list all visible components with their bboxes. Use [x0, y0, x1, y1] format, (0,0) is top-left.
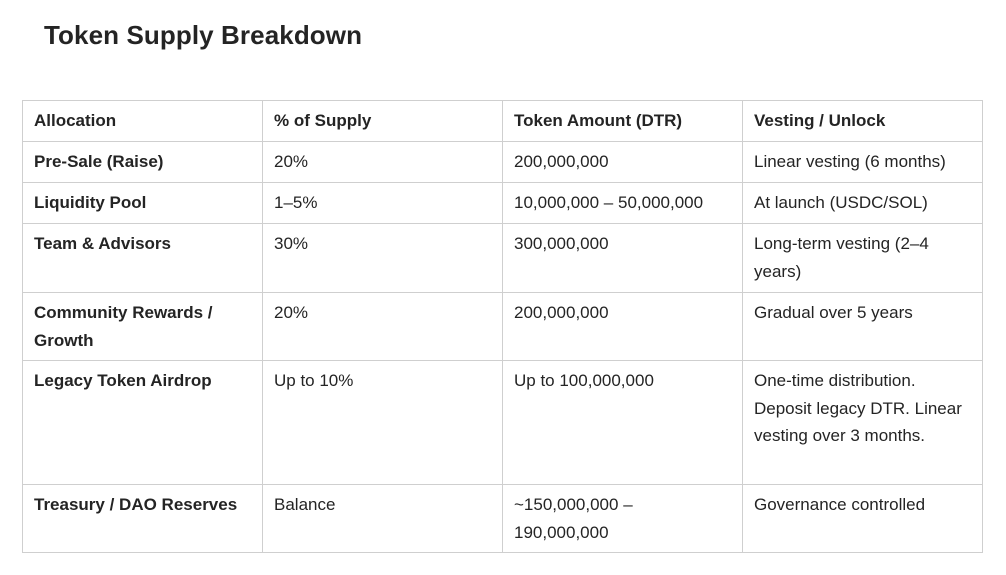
table-row: Community Rewards / Growth 20% 200,000,0…: [22, 292, 983, 361]
allocation-cell: Pre-Sale (Raise): [22, 141, 263, 183]
vesting-cell: Gradual over 5 years: [742, 292, 983, 361]
amount-cell: ~150,000,000 – 190,000,000: [502, 484, 743, 553]
allocation-cell: Legacy Token Airdrop: [22, 360, 263, 485]
vesting-cell: At launch (USDC/SOL): [742, 182, 983, 224]
amount-cell: 200,000,000: [502, 141, 743, 183]
table-row: Pre-Sale (Raise) 20% 200,000,000 Linear …: [22, 141, 983, 183]
page-title: Token Supply Breakdown: [44, 20, 363, 50]
header-token-amount: Token Amount (DTR): [502, 100, 743, 142]
amount-cell: 10,000,000 – 50,000,000: [502, 182, 743, 224]
percent-cell: 20%: [262, 141, 503, 183]
table-row: Treasury / DAO Reserves Balance ~150,000…: [22, 484, 983, 553]
header-percent-of-supply: % of Supply: [262, 100, 503, 142]
percent-cell: 1–5%: [262, 182, 503, 224]
allocation-cell: Team & Advisors: [22, 223, 263, 293]
table-row: Legacy Token Airdrop Up to 10% Up to 100…: [22, 360, 983, 485]
header-allocation: Allocation: [22, 100, 263, 142]
table-row: Team & Advisors 30% 300,000,000 Long-ter…: [22, 223, 983, 293]
vesting-cell: Linear vesting (6 months): [742, 141, 983, 183]
vesting-cell: One-time distribution. Deposit legacy DT…: [742, 360, 983, 485]
amount-cell: 300,000,000: [502, 223, 743, 293]
percent-cell: 30%: [262, 223, 503, 293]
amount-cell: 200,000,000: [502, 292, 743, 361]
percent-cell: Up to 10%: [262, 360, 503, 485]
amount-cell: Up to 100,000,000: [502, 360, 743, 485]
allocation-cell: Treasury / DAO Reserves: [22, 484, 263, 553]
header-vesting-unlock: Vesting / Unlock: [742, 100, 983, 142]
allocation-cell: Community Rewards / Growth: [22, 292, 263, 361]
vesting-cell: Long-term vesting (2–4 years): [742, 223, 983, 293]
percent-cell: 20%: [262, 292, 503, 361]
token-supply-table: Allocation % of Supply Token Amount (DTR…: [22, 100, 983, 553]
table-header-row: Allocation % of Supply Token Amount (DTR…: [22, 100, 983, 142]
vesting-cell: Governance controlled: [742, 484, 983, 553]
allocation-cell: Liquidity Pool: [22, 182, 263, 224]
percent-cell: Balance: [262, 484, 503, 553]
table-row: Liquidity Pool 1–5% 10,000,000 – 50,000,…: [22, 182, 983, 224]
